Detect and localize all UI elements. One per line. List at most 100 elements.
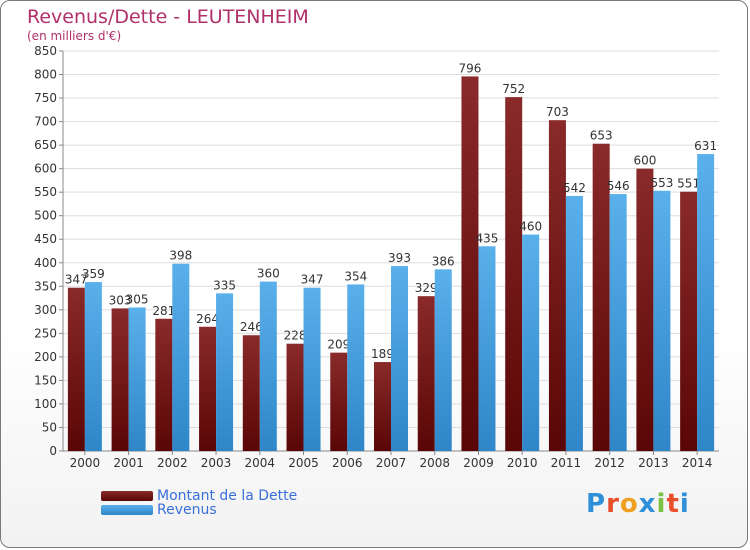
x-tick-label: 2010 xyxy=(507,456,538,470)
legend-swatch-debt xyxy=(101,491,153,501)
data-label-debt: 796 xyxy=(459,61,482,75)
y-tick-label: 150 xyxy=(34,373,57,387)
logo-letter: x xyxy=(638,489,657,519)
bar-debt xyxy=(461,76,479,451)
y-tick-label: 550 xyxy=(34,185,57,199)
y-tick-label: 100 xyxy=(34,397,57,411)
y-tick-label: 850 xyxy=(34,44,57,58)
legend-swatch-revenue xyxy=(101,505,153,515)
data-label-debt: 703 xyxy=(546,105,569,119)
data-label-debt: 281 xyxy=(152,304,175,318)
data-label-revenue: 398 xyxy=(169,249,192,263)
bar-debt xyxy=(374,362,391,451)
bar-debt xyxy=(286,343,304,451)
x-tick-label: 2014 xyxy=(682,456,713,470)
legend-item-revenue: Revenus xyxy=(101,502,217,518)
data-label-debt: 551 xyxy=(677,177,700,191)
x-tick-label: 2005 xyxy=(288,456,319,470)
data-label-revenue: 546 xyxy=(607,179,630,193)
data-label-debt: 600 xyxy=(633,154,656,168)
y-tick-label: 450 xyxy=(34,232,57,246)
x-tick-label: 2009 xyxy=(463,456,494,470)
data-label-revenue: 354 xyxy=(344,269,367,283)
data-label-revenue: 305 xyxy=(126,292,149,306)
y-tick-label: 600 xyxy=(34,162,57,176)
y-tick-label: 400 xyxy=(34,256,57,270)
bar-debt xyxy=(330,352,348,451)
y-tick-label: 200 xyxy=(34,350,57,364)
bar-debt xyxy=(505,97,523,451)
bar-revenue xyxy=(84,282,102,451)
logo-letter: i xyxy=(679,489,690,519)
chart-title: Revenus/Dette - LEUTENHEIM xyxy=(27,6,309,28)
logo-letter: r xyxy=(606,489,620,519)
data-label-debt: 246 xyxy=(240,320,263,334)
proxiti-logo: Proxiti xyxy=(586,489,690,519)
x-tick-label: 2003 xyxy=(201,456,232,470)
bar-revenue xyxy=(478,246,496,451)
y-tick-label: 500 xyxy=(34,209,57,223)
bar-revenue xyxy=(391,266,408,451)
data-label-revenue: 386 xyxy=(432,254,455,268)
data-label-revenue: 460 xyxy=(519,220,542,234)
legend-label-debt: Montant de la Dette xyxy=(157,488,298,504)
bar-debt xyxy=(636,168,654,451)
y-tick-label: 700 xyxy=(34,115,57,129)
data-label-debt: 228 xyxy=(284,329,307,343)
data-label-debt: 653 xyxy=(590,129,613,143)
y-tick-label: 50 xyxy=(42,420,57,434)
data-label-revenue: 393 xyxy=(388,251,411,265)
x-tick-label: 2001 xyxy=(113,456,144,470)
y-tick-label: 300 xyxy=(34,303,57,317)
data-label-revenue: 360 xyxy=(257,267,280,281)
x-tick-label: 2008 xyxy=(419,456,450,470)
data-label-debt: 347 xyxy=(65,273,88,287)
bar-revenue xyxy=(128,307,146,451)
data-label-revenue: 553 xyxy=(650,176,673,190)
bar-debt xyxy=(548,120,566,452)
x-tick-label: 2004 xyxy=(245,456,276,470)
bar-debt xyxy=(680,191,698,452)
chart-subtitle: (en milliers d'€) xyxy=(27,29,122,43)
data-label-debt: 303 xyxy=(109,293,132,307)
data-label-debt: 209 xyxy=(327,338,350,352)
bar-revenue xyxy=(653,190,671,451)
legend-item-debt: Montant de la Dette xyxy=(101,488,298,504)
bar-debt xyxy=(155,318,173,451)
bar-revenue xyxy=(172,263,190,451)
y-tick-label: 750 xyxy=(34,91,57,105)
bar-revenue xyxy=(697,154,715,451)
logo-letter: P xyxy=(586,489,607,519)
bar-debt xyxy=(111,308,129,451)
x-tick-label: 2012 xyxy=(594,456,625,470)
bar-debt xyxy=(67,287,85,451)
bar-revenue xyxy=(434,269,452,451)
bar-revenue xyxy=(303,287,321,451)
legend-label-revenue: Revenus xyxy=(157,502,217,518)
bar-revenue xyxy=(565,195,583,451)
data-label-debt: 329 xyxy=(415,281,438,295)
y-tick-label: 0 xyxy=(49,444,57,458)
bar-revenue xyxy=(216,293,234,451)
y-tick-label: 250 xyxy=(34,326,57,340)
data-label-debt: 189 xyxy=(371,347,394,361)
data-label-debt: 264 xyxy=(196,312,219,326)
x-tick-label: 2000 xyxy=(70,456,101,470)
data-label-revenue: 435 xyxy=(476,231,499,245)
y-tick-label: 800 xyxy=(34,68,57,82)
y-tick-label: 350 xyxy=(34,279,57,293)
bar-revenue xyxy=(609,194,627,451)
x-tick-label: 2007 xyxy=(376,456,407,470)
x-tick-label: 2002 xyxy=(157,456,188,470)
data-label-revenue: 542 xyxy=(563,181,586,195)
logo-letter: i xyxy=(656,489,667,519)
x-tick-label: 2011 xyxy=(551,456,582,470)
bar-revenue xyxy=(522,234,540,451)
data-label-revenue: 335 xyxy=(213,278,236,292)
y-tick-label: 650 xyxy=(34,138,57,152)
data-label-revenue: 359 xyxy=(82,267,105,281)
bar-revenue xyxy=(347,284,365,451)
bar-debt xyxy=(592,143,610,452)
